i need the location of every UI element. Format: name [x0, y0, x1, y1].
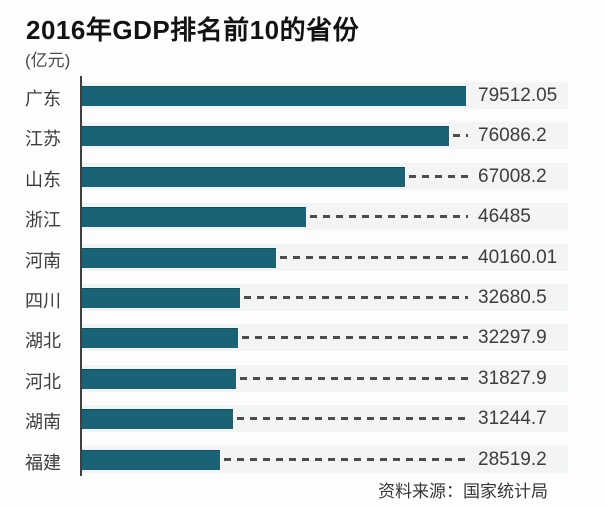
- bar-row: 山东 67008.2: [25, 157, 568, 197]
- category-label: 广东: [25, 89, 61, 109]
- chart-title: 2016年GDP排名前10的省份: [26, 15, 360, 45]
- bar-row: 福建 28519.2: [25, 440, 568, 480]
- leader-line: [310, 215, 468, 219]
- bar-row: 四川 32680.5: [25, 278, 568, 318]
- bar: [82, 368, 236, 389]
- unit-label: (亿元): [25, 51, 71, 70]
- value-label: 31827.9: [478, 367, 547, 389]
- bar: [82, 449, 220, 470]
- bar: [82, 207, 307, 228]
- leader-line: [279, 255, 468, 259]
- bar: [82, 126, 450, 147]
- leader-line: [223, 457, 468, 461]
- bar: [82, 166, 406, 187]
- value-label: 67008.2: [478, 165, 547, 187]
- category-label: 四川: [25, 291, 61, 311]
- category-label: 浙江: [25, 210, 61, 231]
- leader-line: [243, 296, 468, 299]
- bar-row: 河北 31827.9: [25, 359, 568, 399]
- leader-line: [236, 417, 468, 421]
- value-label: 46485: [478, 206, 531, 228]
- bar-row: 河南 40160.01: [25, 238, 568, 278]
- bar: [82, 247, 276, 268]
- bar-row: 广东 79512.05: [25, 76, 568, 116]
- source-label: 资料来源：国家统计局: [378, 482, 548, 501]
- category-label: 河北: [25, 371, 61, 392]
- value-label: 40160.01: [478, 246, 558, 268]
- value-label: 31244.7: [478, 408, 547, 430]
- value-label: 76086.2: [478, 125, 547, 147]
- bar-row: 江苏 76086.2: [25, 116, 568, 156]
- bar-row: 浙江 46485: [25, 197, 568, 237]
- leader-line: [241, 336, 468, 340]
- category-label: 山东: [25, 169, 61, 190]
- bar-row: 湖南 31244.7: [25, 399, 568, 439]
- category-label: 福建: [25, 452, 61, 473]
- leader-line: [453, 134, 468, 138]
- category-label: 湖北: [25, 331, 61, 352]
- bar: [82, 328, 238, 349]
- bar: [82, 288, 240, 308]
- y-axis-line: [80, 76, 82, 476]
- category-label: 湖南: [25, 412, 61, 433]
- category-label: 河南: [25, 250, 61, 271]
- category-label: 江苏: [25, 129, 61, 150]
- value-label: 79512.05: [478, 85, 558, 106]
- value-label: 32680.5: [478, 287, 547, 308]
- bar-row: 湖北 32297.9: [25, 318, 568, 358]
- leader-line: [409, 174, 468, 178]
- bar-plot: 广东 79512.05 江苏 76086.2 山东 67008.2 浙江 46485 河南 401…: [25, 76, 568, 482]
- value-label: 32297.9: [478, 327, 547, 349]
- value-label: 28519.2: [478, 448, 547, 470]
- bar: [82, 86, 466, 106]
- leader-line: [239, 376, 468, 380]
- bar: [82, 409, 233, 430]
